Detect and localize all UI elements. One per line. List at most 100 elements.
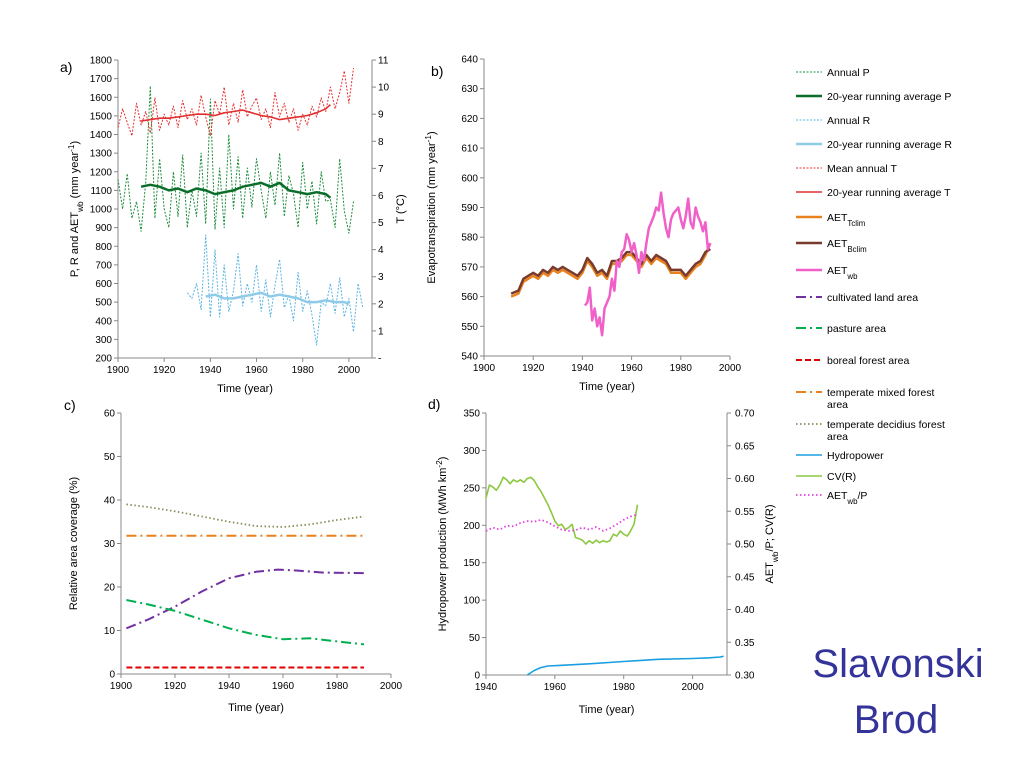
panel-a-y2-tick-label: 4 [378, 245, 384, 256]
panel-b-x-tick-label: 1960 [620, 363, 643, 374]
panel-a-y-tick-label: 1200 [90, 167, 113, 178]
panel-d-y-tick-label: 0 [474, 671, 480, 682]
panel-d-y-tick-label: 350 [463, 409, 480, 420]
panel-a-y-tick-label: 800 [95, 242, 112, 253]
panel-b-x-tick-label: 1980 [670, 363, 693, 374]
panel-a-x-axis-label: Time (year) [217, 383, 273, 395]
panel-b-y-tick-label: 610 [461, 144, 478, 155]
panel-d-series-aetwb-p [485, 513, 638, 532]
panel-a-y-tick-label: 1300 [90, 149, 113, 160]
panel-a-x-tick-label: 1920 [153, 365, 176, 376]
panel-a-series-20-year-running-average-p [140, 181, 332, 199]
panel-a-y-tick-label: 700 [95, 260, 112, 271]
panel-a-x-tick-label: 1940 [199, 365, 222, 376]
legend-entry-label: AETwb [827, 265, 858, 281]
panel-c-label: c) [64, 397, 76, 413]
panel-c-y-tick-label: 0 [109, 670, 115, 681]
panel-a-y2-tick-label: 1 [378, 326, 384, 337]
panel-a-y-tick-label: 900 [95, 223, 112, 234]
panel-a-y2-axis-label: T (°C) [395, 194, 407, 223]
panel-c-series-cultivated-land-area [126, 568, 365, 630]
panel-a-x-tick-label: 1980 [292, 365, 315, 376]
legend-entry-label: AETBclim [827, 238, 867, 254]
panel-d-y2-axis-label: AETwb/P; CV(R) [764, 504, 780, 583]
panel-a-y2-tick-label: 11 [378, 56, 389, 67]
panel-d-y2-tick-label: 0.35 [735, 638, 755, 649]
panel-c-series-temperate-decidius-forest-area [126, 503, 365, 528]
panel-d-y-tick-label: 100 [463, 596, 480, 607]
panel-b-y-tick-label: 570 [461, 262, 478, 273]
legend-entry-label: Hydropower [827, 450, 884, 462]
panel-a-y2-tick-label: 5 [378, 218, 384, 229]
panel-d-y-tick-label: 50 [469, 633, 481, 644]
panel-b-y-tick-label: 580 [461, 233, 478, 244]
panel-d-label: d) [428, 396, 440, 412]
panel-a-y2-tick-label: 8 [378, 137, 384, 148]
panel-a-label: a) [60, 59, 72, 75]
panel-d-y2-tick-label: 0.65 [735, 441, 755, 452]
panel-b-x-tick-label: 1940 [571, 363, 594, 374]
legend-entry-label: temperate decidius forest area [827, 419, 945, 443]
legend-entry-label: 20-year running average T [827, 187, 951, 199]
panel-c-y-tick-label: 20 [104, 583, 116, 594]
panel-b-x-tick-label: 2000 [719, 363, 742, 374]
legend-entry-label: Annual P [827, 67, 870, 79]
panel-a-y-tick-label: 1100 [90, 186, 112, 197]
panel-c-series-pasture-area [126, 599, 365, 646]
panel-a-y2-tick-label: 9 [378, 110, 384, 121]
panel-a-y-tick-label: 1000 [90, 205, 113, 216]
panel-d-y-tick-label: 200 [463, 521, 480, 532]
panel-d-y2-tick-label: 0.30 [735, 671, 755, 682]
panel-d-x-tick-label: 2000 [681, 682, 704, 693]
panel-b-y-tick-label: 640 [461, 55, 478, 66]
panel-a-y-tick-label: 300 [95, 335, 112, 346]
panel-b-y-axis-label: Evapotranspiration (mm year-1) [424, 131, 439, 283]
panel-c-x-tick-label: 2000 [380, 681, 403, 692]
panel-a-y2-tick-label: 6 [378, 191, 384, 202]
panel-d-x-tick-label: 1980 [613, 682, 636, 693]
panel-b-y-tick-label: 560 [461, 292, 478, 303]
legend-entry-label: 20-year running average R [827, 139, 952, 151]
panel-a-y2-tick-label: 2 [378, 299, 384, 310]
panel-a-x-tick-label: 1960 [245, 365, 268, 376]
panel-b-label: b) [431, 63, 443, 79]
panel-a-y-tick-label: 1600 [90, 93, 113, 104]
panel-c-x-tick-label: 1980 [326, 681, 349, 692]
panel-b-y-tick-label: 620 [461, 114, 478, 125]
legend-entry-label: 20-year running average P [827, 91, 951, 103]
panel-d-y2-tick-label: 0.55 [735, 507, 755, 518]
panel-a-y-axis-label: P, R and AETwb (mm year-1) [67, 141, 85, 277]
panel-d-series-cv-r- [485, 476, 639, 545]
panel-b-y-tick-label: 550 [461, 322, 478, 333]
panel-a-x-tick-label: 2000 [338, 365, 361, 376]
panel-b-y-tick-label: 590 [461, 203, 478, 214]
legend-entry-label: cultivated land area [827, 292, 918, 304]
panel-a-series-20-year-running-average-r [205, 291, 350, 306]
panel-d-y2-tick-label: 0.50 [735, 540, 755, 551]
panel-b-x-tick-label: 1900 [473, 363, 496, 374]
panel-d-y2-tick-label: 0.45 [735, 572, 755, 583]
panel-c-x-tick-label: 1940 [218, 681, 241, 692]
panel-c: c) 1900 1920 1940 1960 1980 2000 0 10 20 30 40 50 60 T… [64, 397, 403, 714]
panel-a-y-tick-label: 1700 [90, 74, 113, 85]
panel-c-x-tick-label: 1960 [272, 681, 295, 692]
panel-b-y-tick-label: 630 [461, 84, 478, 95]
title-line-1: Slavonski [812, 642, 983, 686]
panel-c-y-tick-label: 40 [104, 496, 116, 507]
panel-d-series-hydropower [526, 655, 724, 676]
panel-c-y-tick-label: 50 [104, 452, 116, 463]
panel-d-y-tick-label: 250 [463, 483, 480, 494]
title-line-2: Brod [854, 698, 939, 742]
panel-a-series-mean-annual-t [117, 68, 354, 137]
panel-a-y-tick-label: 1400 [90, 130, 113, 141]
panel-c-y-tick-label: 10 [104, 626, 116, 637]
panel-d-y2-tick-label: 0.60 [735, 474, 755, 485]
panel-a-y-tick-label: 400 [95, 316, 112, 327]
legend-entry-label: AETwb/P [827, 490, 867, 506]
panel-b-y-tick-label: 600 [461, 173, 478, 184]
panel-a-y2-tick-label: 3 [378, 272, 384, 283]
legend-entry-label: AETTclim [827, 212, 866, 228]
panel-b-y-tick-label: 540 [461, 352, 478, 363]
panel-a-x-tick-label: 1900 [107, 365, 130, 376]
